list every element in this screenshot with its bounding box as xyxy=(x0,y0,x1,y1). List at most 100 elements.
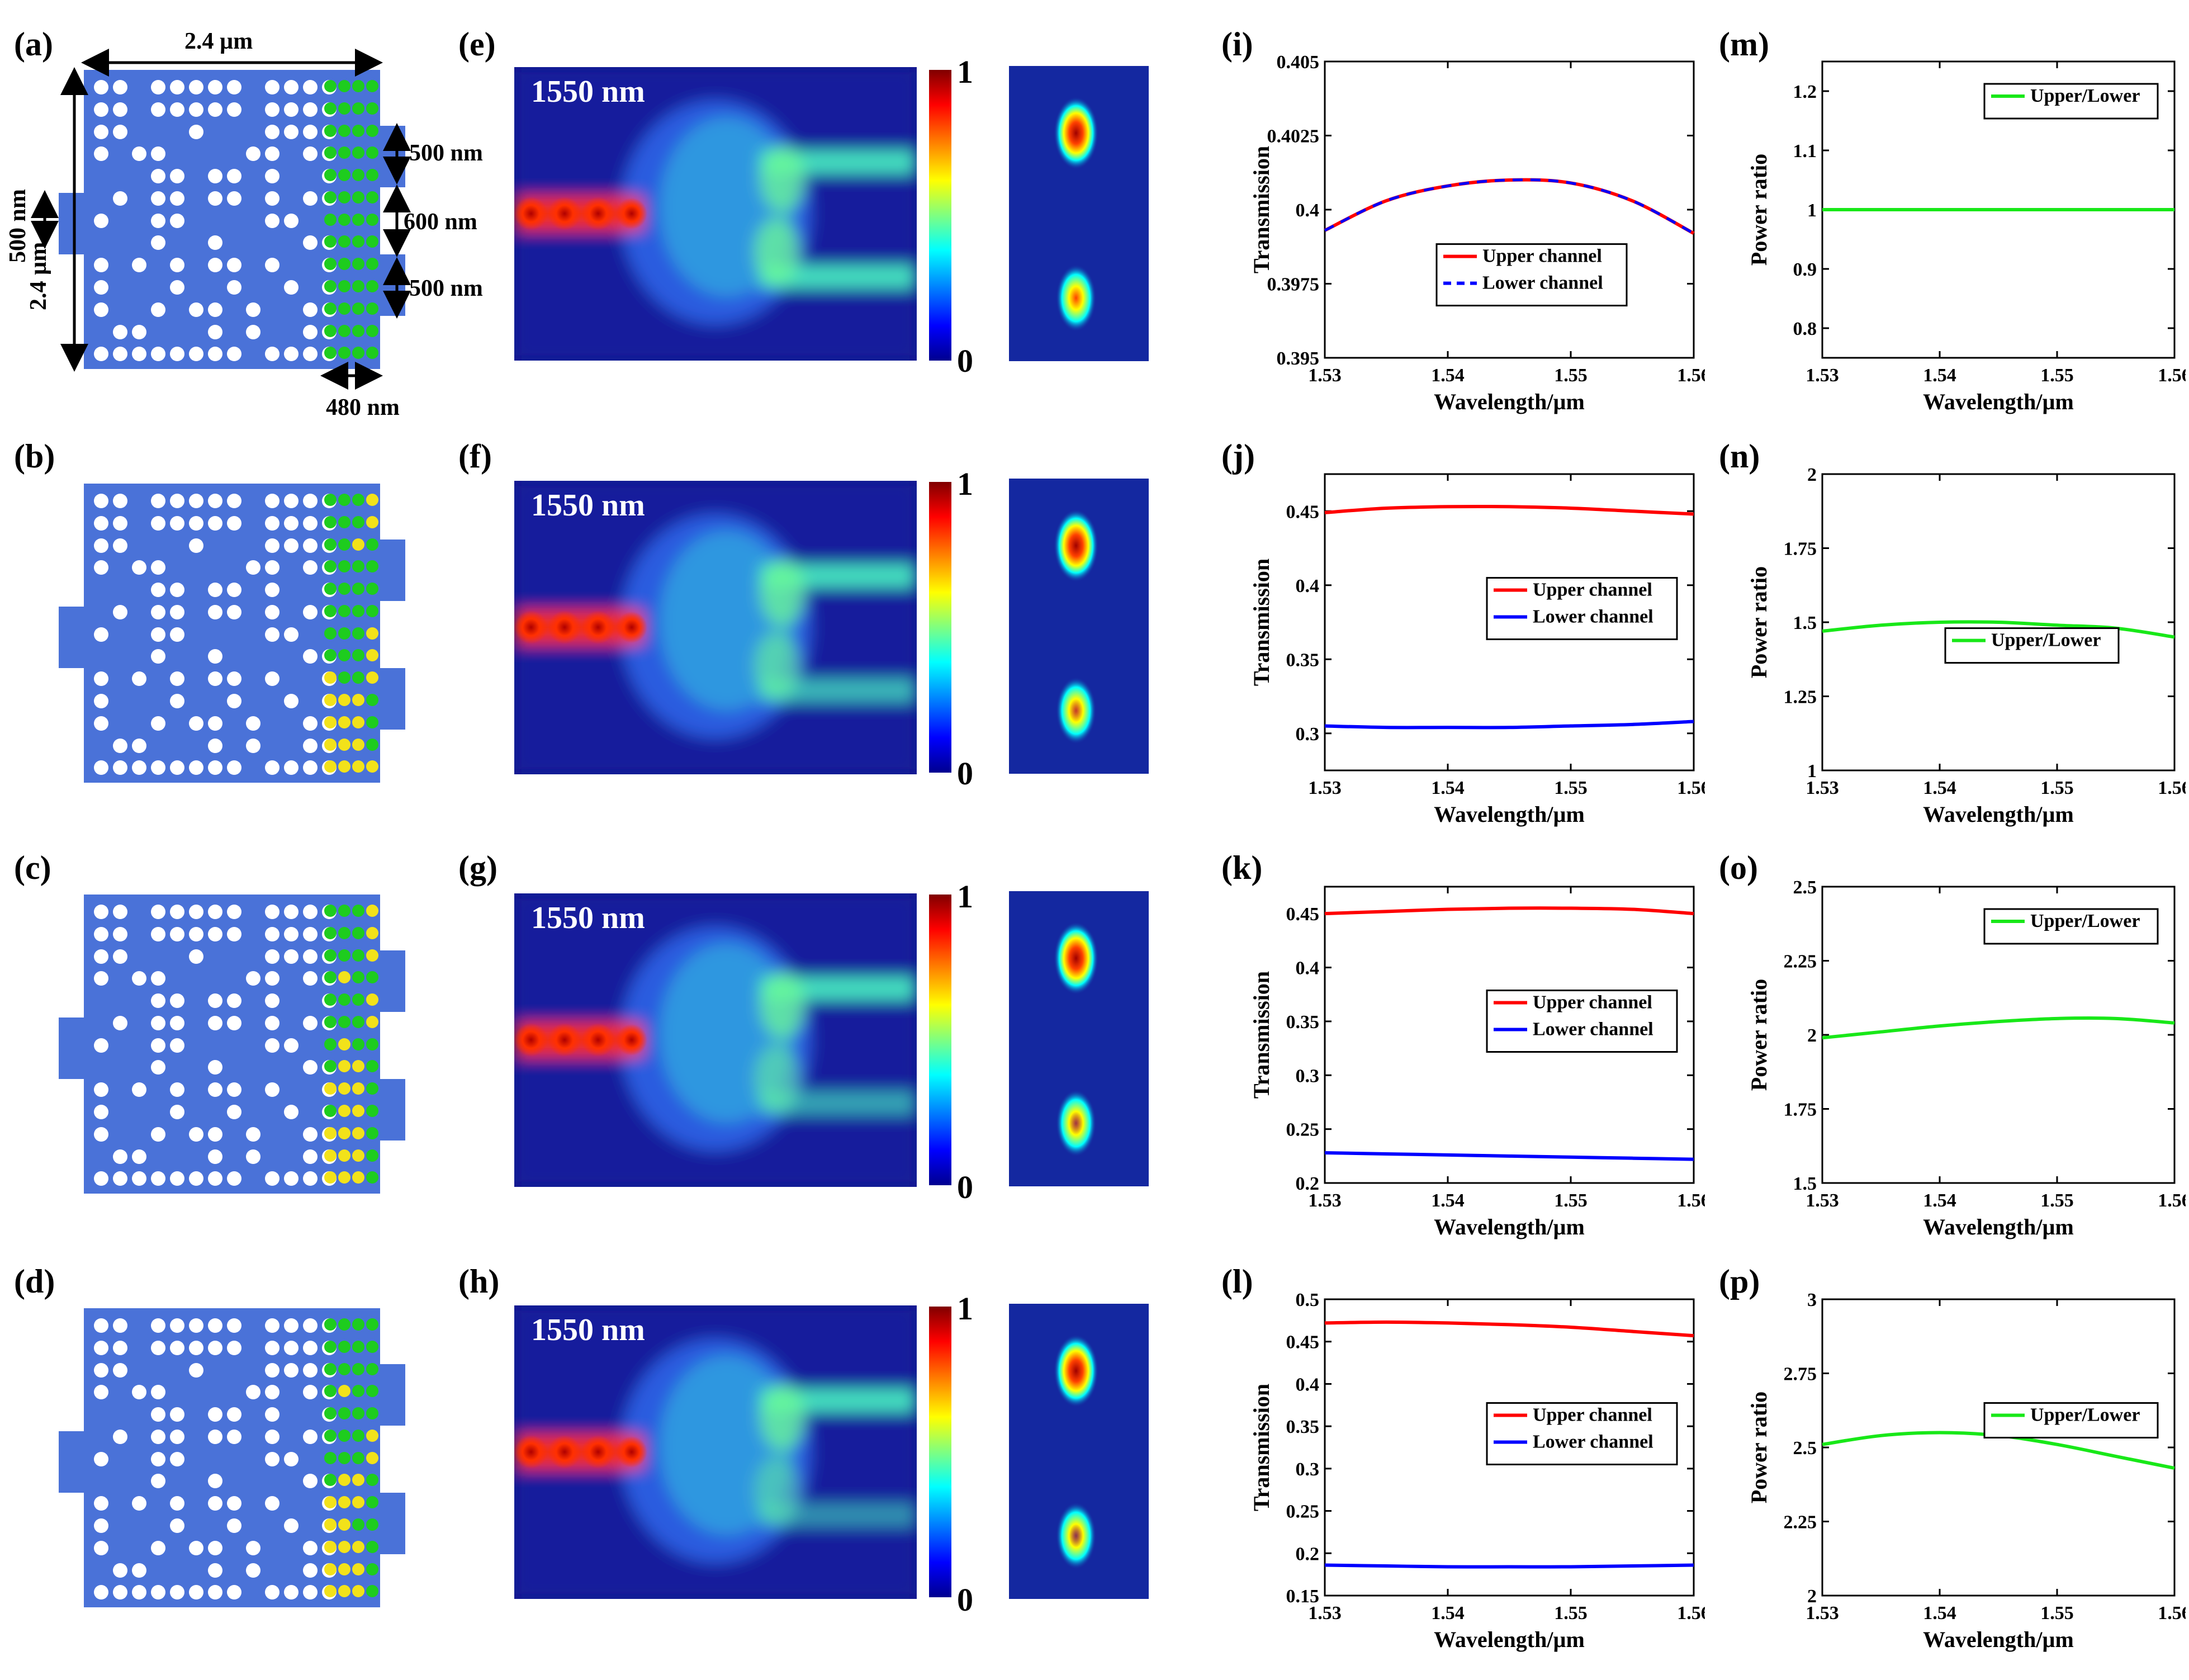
tuning-cell xyxy=(352,1540,364,1553)
etched-hole xyxy=(265,926,279,941)
tuning-cell xyxy=(324,494,337,506)
etched-hole xyxy=(227,1105,241,1120)
x-tick-label: 1.54 xyxy=(1431,1190,1465,1211)
tuning-cell xyxy=(338,905,350,917)
etched-hole xyxy=(189,760,203,775)
tuning-cell xyxy=(338,1318,350,1331)
y-tick-label: 0.4025 xyxy=(1267,126,1320,147)
etched-hole xyxy=(170,694,184,709)
etched-hole xyxy=(94,926,108,941)
tuning-cell xyxy=(352,324,364,337)
tuning-cell xyxy=(366,738,378,751)
y-tick-label: 1.2 xyxy=(1793,82,1817,102)
etched-hole xyxy=(170,169,184,184)
etched-hole xyxy=(189,80,203,94)
etched-hole xyxy=(227,280,241,295)
etched-hole xyxy=(284,694,298,709)
etched-hole xyxy=(189,1318,203,1333)
tuning-cell xyxy=(338,1585,350,1598)
tuning-cell xyxy=(324,1082,337,1095)
etched-hole xyxy=(303,494,318,508)
etched-hole xyxy=(189,124,203,139)
etched-hole xyxy=(208,583,222,598)
y-tick-label: 0.4 xyxy=(1296,958,1320,979)
etched-hole xyxy=(227,604,241,619)
legend-entry: Upper channel xyxy=(1482,246,1602,267)
etched-hole xyxy=(227,694,241,709)
tuning-cell xyxy=(338,324,350,337)
tuning-cell xyxy=(366,1540,378,1553)
tuning-cell xyxy=(352,191,364,204)
etched-hole xyxy=(265,627,279,642)
y-tick-label: 0.4 xyxy=(1296,200,1320,221)
etched-hole xyxy=(151,1015,165,1030)
tuning-cell xyxy=(366,760,378,773)
etched-hole xyxy=(265,258,279,273)
etched-hole xyxy=(303,1385,318,1400)
etched-hole xyxy=(265,1496,279,1511)
etched-hole xyxy=(265,971,279,986)
x-tick-label: 1.55 xyxy=(1554,778,1588,798)
tuning-cell xyxy=(366,1082,378,1095)
etched-hole xyxy=(94,694,108,709)
etched-hole xyxy=(132,971,146,986)
tuning-cell xyxy=(352,993,364,1006)
y-tick-label: 0.35 xyxy=(1286,1417,1320,1437)
tuning-cell xyxy=(352,347,364,359)
etched-hole xyxy=(208,1563,222,1578)
etched-hole xyxy=(208,1496,222,1511)
etched-hole xyxy=(265,1318,279,1333)
etched-hole xyxy=(227,1429,241,1444)
y-tick-label: 1 xyxy=(1807,761,1817,782)
tuning-cell xyxy=(352,905,364,917)
y-tick-label: 0.9 xyxy=(1793,259,1817,280)
etched-hole xyxy=(94,347,108,362)
etched-hole xyxy=(227,80,241,94)
etched-hole xyxy=(265,1451,279,1466)
etched-hole xyxy=(227,1407,241,1422)
etched-hole xyxy=(303,716,318,731)
tuning-cell xyxy=(366,258,378,271)
chart-p: 1.53 1.54 1.55 1.56 2 2.25 2.5 2.75 3 Wavelength/… xyxy=(1746,1290,2186,1652)
legend-entry: Upper channel xyxy=(1533,580,1652,600)
tuning-cell xyxy=(352,1340,364,1353)
etched-hole xyxy=(303,926,318,941)
x-tick-label: 1.56 xyxy=(2158,1190,2186,1211)
y-tick-label: 0.4 xyxy=(1296,1374,1320,1395)
etched-hole xyxy=(170,1171,184,1186)
tuning-cell xyxy=(366,1474,378,1487)
colorbar-min: 0 xyxy=(957,1582,973,1618)
etched-hole xyxy=(113,1340,127,1355)
y-tick-label: 2 xyxy=(1807,1586,1817,1607)
tuning-cell xyxy=(352,1451,364,1464)
etched-hole xyxy=(265,1585,279,1600)
etched-hole xyxy=(208,169,222,184)
legend-box xyxy=(1486,990,1678,1053)
etched-hole xyxy=(170,80,184,94)
etched-hole xyxy=(94,515,108,531)
etched-hole xyxy=(208,993,222,1009)
device-layout-d xyxy=(59,1308,405,1607)
dim-width-label: 2.4 µm xyxy=(184,29,253,54)
y-tick-label: 0.15 xyxy=(1286,1586,1320,1607)
tuning-cell xyxy=(324,102,337,115)
etched-hole xyxy=(151,905,165,919)
x-tick-label: 1.54 xyxy=(1431,365,1465,386)
tuning-cell xyxy=(338,1496,350,1509)
etched-hole xyxy=(170,1082,184,1097)
x-axis-label: Wavelength/µm xyxy=(1923,1214,2074,1239)
tuning-cell xyxy=(338,302,350,315)
etched-hole xyxy=(189,302,203,317)
etched-hole xyxy=(227,1585,241,1600)
tuning-cell xyxy=(352,1362,364,1375)
etched-hole xyxy=(113,347,127,362)
colorbar xyxy=(929,70,951,361)
tuning-cell xyxy=(324,1318,337,1331)
chart-n: 1.53 1.54 1.55 1.56 1 1.25 1.5 1.75 2 Wavelength/… xyxy=(1746,465,2186,827)
tuning-cell xyxy=(338,1362,350,1375)
tuning-cell xyxy=(366,1585,378,1598)
tuning-cell xyxy=(352,694,364,707)
y-tick-label: 1.1 xyxy=(1793,141,1817,162)
panel-label-k: (k) xyxy=(1221,849,1263,886)
etched-hole xyxy=(132,1385,146,1400)
